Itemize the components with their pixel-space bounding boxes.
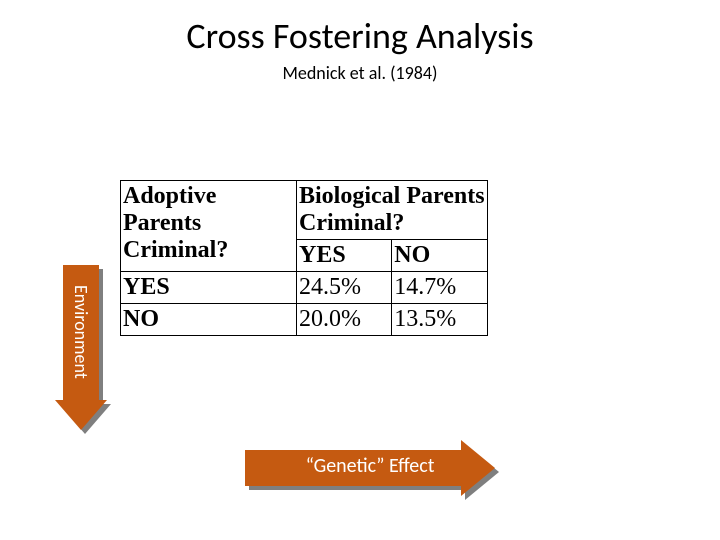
bio-header-cell: Biological Parents Criminal? bbox=[297, 181, 488, 240]
page-subtitle: Mednick et al. (1984) bbox=[0, 62, 720, 84]
cross-fostering-table: Adoptive Parents Criminal? Biological Pa… bbox=[120, 180, 488, 336]
bio-header-top: Biological Parents bbox=[299, 183, 485, 209]
row-header-mid: Parents bbox=[123, 210, 201, 236]
row-label: YES bbox=[121, 272, 297, 304]
cell-value: 13.5% bbox=[392, 304, 487, 336]
environment-label: Environment bbox=[70, 285, 92, 379]
bio-header-bot: Criminal? bbox=[299, 210, 404, 236]
row-header-cell: Adoptive Parents Criminal? bbox=[121, 181, 297, 272]
row-label: NO bbox=[121, 304, 297, 336]
row-header-top: Adoptive bbox=[123, 183, 216, 209]
table-row: YES 24.5% 14.7% bbox=[121, 272, 488, 304]
slide: Cross Fostering Analysis Mednick et al. … bbox=[0, 0, 720, 540]
col-no-header: NO bbox=[392, 240, 487, 272]
table-row: NO 20.0% 13.5% bbox=[121, 304, 488, 336]
row-header-bot: Criminal? bbox=[123, 237, 228, 263]
page-title: Cross Fostering Analysis bbox=[0, 14, 720, 58]
col-yes-header: YES bbox=[297, 240, 392, 272]
cell-value: 24.5% bbox=[297, 272, 392, 304]
cell-value: 14.7% bbox=[392, 272, 487, 304]
cell-value: 20.0% bbox=[297, 304, 392, 336]
genetic-label: “Genetic” Effect bbox=[275, 454, 465, 478]
